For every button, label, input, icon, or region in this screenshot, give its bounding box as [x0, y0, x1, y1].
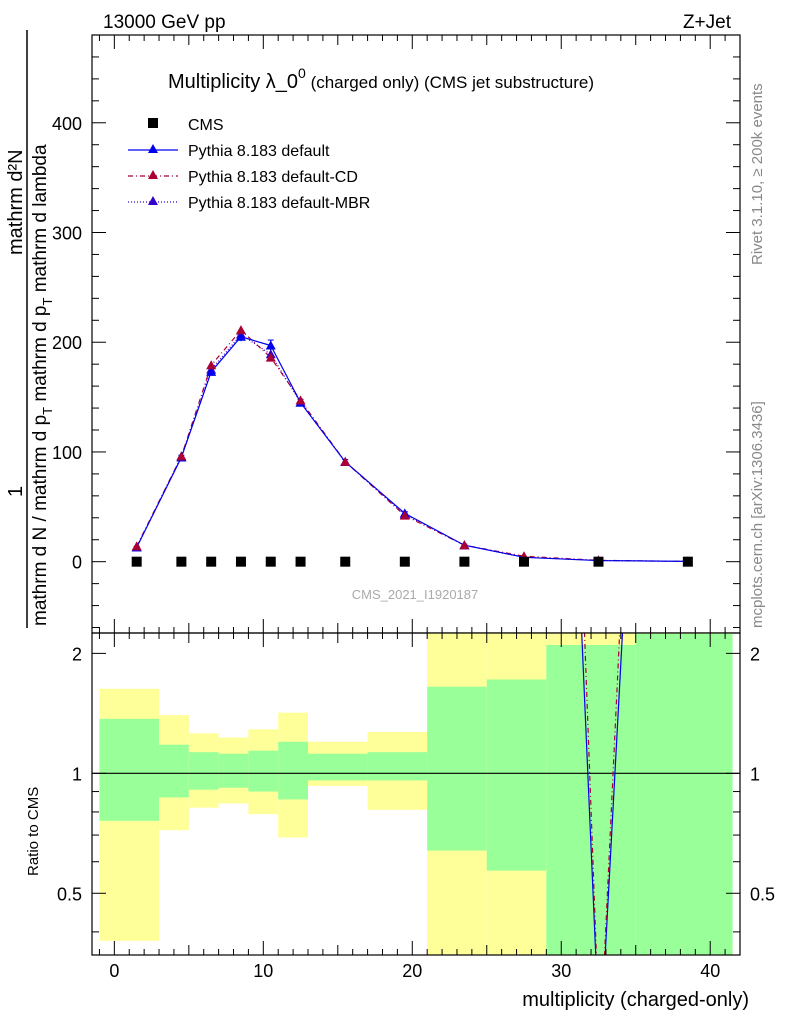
title-sup: 0 [298, 65, 306, 81]
legend-mbr-marker [148, 196, 158, 205]
ratio-y-tick-label: 0.5 [57, 884, 82, 904]
legend-default-marker [148, 144, 158, 153]
title-main: Multiplicity λ_0 [168, 71, 298, 93]
mcplots-label: mcplots.cern.ch [arXiv:1306.3436] [749, 401, 766, 628]
legend-cms-marker [148, 118, 158, 128]
ratio-y-tick-label-right: 2 [750, 644, 760, 664]
marker-cms [206, 556, 217, 567]
ratio-band-inner [635, 633, 733, 955]
y-tick-label: 0 [72, 553, 82, 573]
y-tick-label: 100 [52, 443, 82, 463]
marker-cd [206, 360, 217, 370]
marker-cms [682, 556, 693, 567]
x-tick-label: 30 [551, 961, 571, 981]
ratio-band-inner [218, 753, 249, 788]
ratio-band-inner [308, 753, 368, 781]
marker-cms [295, 556, 306, 567]
ratio-frame [91, 632, 741, 956]
process-label: Z+Jet [683, 12, 732, 33]
marker-cd [235, 325, 246, 335]
ratio-curves [581, 633, 624, 955]
ratio-band-inner [99, 718, 160, 821]
marker-cd [459, 540, 470, 550]
x-tick-label: 0 [109, 961, 119, 981]
ratio-y-tick-label: 2 [72, 644, 82, 664]
x-tick-label: 10 [253, 961, 273, 981]
y-label-den: mathrm d N / mathrm d pT mathrm d pT mat… [30, 144, 55, 626]
x-tick-label: 20 [402, 961, 422, 981]
ratio-line-cd [583, 633, 621, 955]
y-label-den-b: mathrm d p [30, 306, 51, 407]
ratio-band-inner [427, 686, 487, 851]
energy-label: 13000 GeV pp [103, 12, 226, 33]
legend: CMS Pythia 8.183 default Pythia 8.183 de… [128, 117, 370, 212]
y-label-den-c: mathrm d lambda [30, 144, 51, 298]
marker-cms [593, 556, 604, 567]
x-axis-label: multiplicity (charged-only) [522, 989, 749, 1011]
ratio-band-inner [278, 741, 308, 800]
marker-cms [340, 556, 351, 567]
marker-cd [340, 456, 351, 466]
y-tick-label: 300 [52, 224, 82, 244]
marker-default [235, 331, 246, 341]
marker-cms [519, 556, 529, 567]
main-panel: CMS_2021_I1920187 Multiplicity λ_00 (cha… [5, 30, 741, 634]
ratio-panel: 0 10 20 30 40 0.5 0.5 1 1 2 2 Ratio to CMS multipl… [25, 632, 775, 1011]
line-cd [136, 329, 688, 562]
plot-title: Multiplicity λ_00 (charged only) (CMS je… [168, 65, 594, 93]
line-mbr [136, 333, 688, 562]
marker-cd [176, 451, 187, 461]
ratio-band-inner [188, 752, 219, 790]
y-label-num: mathrm d²N [5, 149, 27, 255]
ratio-y-label: Ratio to CMS [25, 787, 42, 876]
legend-mbr-label: Pythia 8.183 default-MBR [188, 195, 370, 212]
ratio-line-default [581, 633, 624, 955]
ratio-band-inner [159, 744, 189, 798]
legend-default-label: Pythia 8.183 default [188, 143, 330, 160]
line-default [136, 336, 688, 562]
y-label-frac: 1 [5, 486, 27, 497]
title-small: (charged only) (CMS jet substructure) [306, 73, 594, 92]
legend-cd-label: Pythia 8.183 default-CD [188, 169, 358, 186]
marker-cms [176, 556, 187, 567]
marker-cms [265, 556, 276, 567]
marker-cd [295, 395, 306, 405]
y-axis-label: mathrm d²N 1 mathrm d N / mathrm d pT ma… [5, 30, 55, 628]
x-tick-label: 40 [700, 961, 720, 981]
ratio-band-inner [248, 750, 279, 792]
legend-cms-label: CMS [188, 117, 224, 134]
y-label-den-sub: T [40, 407, 55, 415]
ratio-y-tick-label: 1 [72, 764, 82, 784]
legend-cd-marker [148, 170, 158, 179]
marker-cms [235, 556, 246, 567]
marker-default [206, 366, 217, 376]
marker-default [265, 340, 276, 350]
rivet-label: Rivet 3.1.10, ≥ 200k events [749, 83, 766, 265]
marker-cms [399, 556, 410, 567]
ratio-y-tick-label-right: 1 [750, 764, 760, 784]
marker-cd [399, 510, 410, 520]
y-label-den-a: mathrm d N / mathrm d p [30, 415, 51, 626]
ratio-band-inner [367, 752, 428, 781]
y-tick-label: 200 [52, 333, 82, 353]
marker-cd [131, 541, 142, 551]
y-label-den2-sub: T [40, 298, 55, 306]
y-tick-label: 400 [52, 114, 82, 134]
ratio-band-inner [486, 679, 547, 871]
marker-cms [459, 556, 470, 567]
ratio-y-tick-label-right: 0.5 [750, 884, 775, 904]
marker-cms [131, 556, 142, 567]
marker-cd [265, 352, 276, 362]
watermark: CMS_2021_I1920187 [352, 587, 479, 602]
